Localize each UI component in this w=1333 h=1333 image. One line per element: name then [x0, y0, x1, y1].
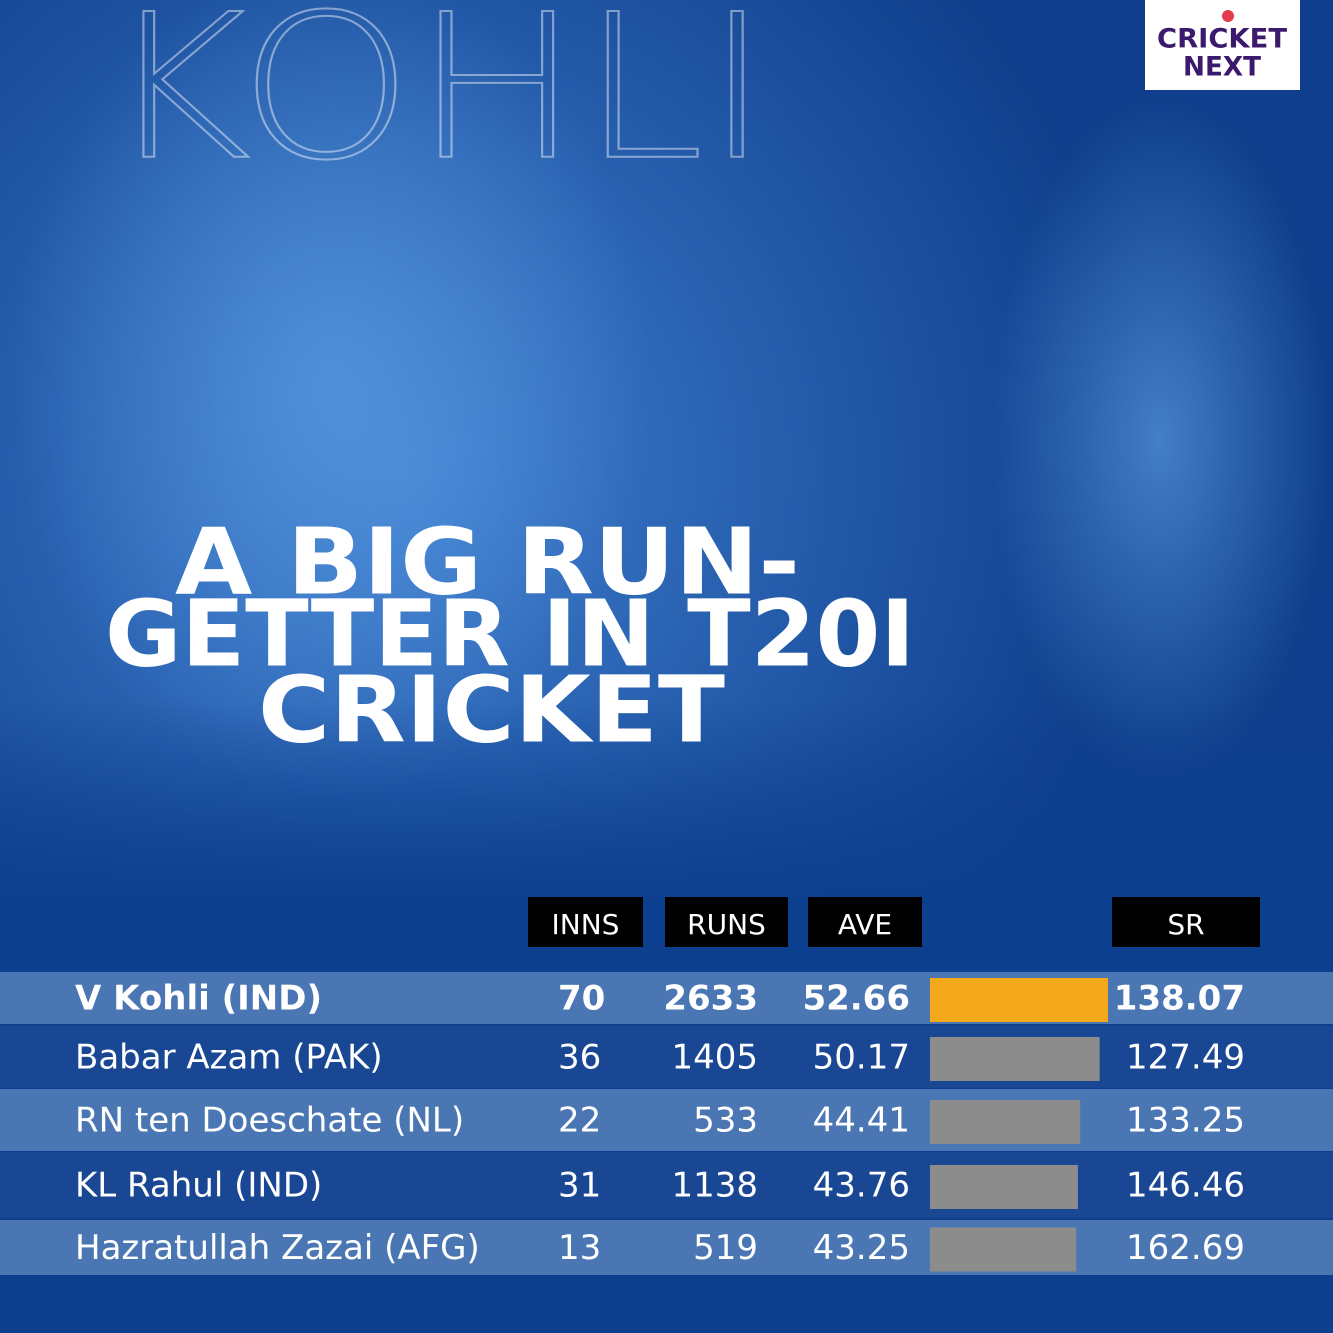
- average-bar: [930, 1037, 1100, 1081]
- average-bar: [930, 1100, 1081, 1144]
- logo-text: CRICKET: [1157, 24, 1288, 55]
- runs: 533: [693, 1101, 758, 1141]
- header-box: [1112, 897, 1260, 947]
- strike-rate: 146.46: [1126, 1166, 1245, 1206]
- average-bar: [930, 978, 1108, 1022]
- header-box: [665, 897, 788, 947]
- innings: 36: [558, 1038, 601, 1078]
- stats-table: INNS RUNS AVE SR V Kohli (IND) 70 2633 52.66 138…: [0, 897, 1333, 1275]
- strike-rate: 133.25: [1126, 1101, 1245, 1141]
- strike-rate: 162.69: [1126, 1228, 1245, 1268]
- header-label: RUNS: [687, 908, 766, 941]
- row-band: [0, 1152, 1333, 1218]
- runs: 1405: [671, 1038, 758, 1078]
- innings: 70: [558, 979, 605, 1019]
- average-bar: [930, 1165, 1078, 1209]
- player-photo: [10, 0, 650, 800]
- logo-text: NEXT: [1183, 52, 1262, 83]
- average: 52.66: [802, 979, 910, 1019]
- header-label: SR: [1167, 908, 1204, 941]
- background-name: KOHLI: [105, 0, 770, 205]
- row-band: [0, 1026, 1333, 1088]
- header-label: INNS: [552, 908, 620, 941]
- player-name: Babar Azam (PAK): [75, 1038, 383, 1078]
- runs: 1138: [671, 1166, 758, 1206]
- title-line: A BIG RUN-: [175, 508, 800, 615]
- header-box: [808, 897, 922, 947]
- title-line: CRICKET: [258, 656, 725, 763]
- average: 43.76: [813, 1166, 910, 1206]
- row-band: [0, 1089, 1333, 1151]
- innings: 13: [558, 1228, 601, 1268]
- fade: [0, 700, 1333, 900]
- runs: 2633: [663, 979, 758, 1019]
- player-name: V Kohli (IND): [75, 979, 322, 1019]
- row-band: [0, 972, 1333, 1024]
- average: 43.25: [813, 1228, 910, 1268]
- innings: 31: [558, 1166, 601, 1206]
- logo-ball: [1222, 10, 1234, 22]
- average: 50.17: [813, 1038, 910, 1078]
- player-photo: [990, 100, 1330, 780]
- header-label: AVE: [838, 908, 892, 941]
- average: 44.41: [813, 1101, 910, 1141]
- runs: 519: [693, 1228, 758, 1268]
- player-name: RN ten Doeschate (NL): [75, 1101, 464, 1141]
- player-name: Hazratullah Zazai (AFG): [75, 1228, 480, 1268]
- player-name: KL Rahul (IND): [75, 1166, 322, 1206]
- strike-rate: 127.49: [1126, 1038, 1245, 1078]
- header-box: [528, 897, 643, 947]
- title: A BIG RUN- GETTER IN T20I CRICKET: [105, 508, 915, 763]
- strike-rate: 138.07: [1114, 979, 1245, 1019]
- average-bar: [930, 1227, 1077, 1272]
- title-line: GETTER IN T20I: [105, 580, 915, 687]
- row-band: [0, 1220, 1333, 1275]
- innings: 22: [558, 1101, 601, 1141]
